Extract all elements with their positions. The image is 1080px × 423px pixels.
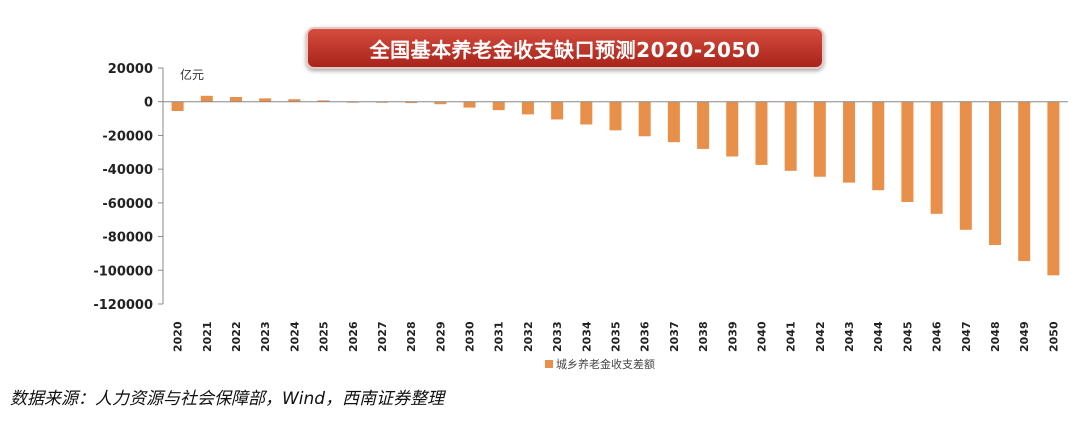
bar — [434, 101, 447, 105]
bar — [229, 96, 242, 102]
x-tick-label: 2045 — [901, 321, 914, 352]
bar — [638, 101, 651, 137]
x-tick-label: 2039 — [726, 321, 739, 352]
bar — [405, 101, 418, 104]
x-tick-label: 2021 — [201, 321, 214, 352]
x-tick-label: 2037 — [668, 321, 681, 352]
y-tick-label: -100000 — [93, 264, 153, 279]
x-tick-label: 2048 — [989, 321, 1002, 352]
bar — [784, 101, 797, 171]
x-tick-label: 2035 — [610, 321, 623, 352]
x-tick-label: 2026 — [347, 321, 360, 352]
bar — [959, 101, 972, 230]
bar — [521, 101, 534, 115]
x-tick-label: 2028 — [405, 321, 418, 352]
x-tick-label: 2022 — [230, 321, 243, 352]
x-tick-label: 2049 — [1018, 321, 1031, 352]
x-tick-label: 2024 — [288, 321, 301, 352]
bar — [580, 101, 593, 125]
x-tick-label: 2043 — [843, 321, 856, 352]
x-tick-label: 2046 — [931, 321, 944, 352]
bar — [726, 101, 739, 157]
bar — [989, 101, 1002, 245]
x-tick-label: 2027 — [376, 321, 389, 352]
y-tick-label: 20000 — [108, 62, 153, 77]
bar — [813, 101, 826, 177]
x-tick-label: 2020 — [172, 321, 185, 352]
y-tick-label: 0 — [144, 96, 153, 111]
y-tick-label: -40000 — [102, 163, 153, 178]
bar — [697, 101, 710, 149]
x-tick-label: 2029 — [434, 321, 447, 352]
x-tick-label: 2030 — [464, 321, 477, 352]
y-axis-unit-label: 亿元 — [180, 67, 204, 82]
y-tick-label: -80000 — [102, 231, 153, 246]
bar — [200, 95, 213, 102]
data-source-note: 数据来源：人力资源与社会保障部，Wind，西南证券整理 — [10, 389, 445, 409]
x-tick-label: 2036 — [639, 321, 652, 352]
bar — [492, 101, 505, 111]
bar — [667, 101, 680, 143]
y-tick-label: -60000 — [102, 197, 153, 212]
x-tick-label: 2025 — [318, 321, 331, 352]
bar — [1047, 101, 1060, 276]
bar — [872, 101, 885, 191]
x-tick-label: 2044 — [872, 321, 885, 352]
x-tick-label: 2032 — [522, 321, 535, 352]
y-axis: 20000 0 -20000 -40000 -60000 -80000 -100000 -12… — [93, 62, 164, 313]
bar — [843, 101, 856, 183]
bar — [171, 101, 184, 111]
x-tick-label: 2042 — [814, 321, 827, 352]
chart-title-banner: 全国基本养老金收支缺口预测2020-2050 — [306, 27, 824, 69]
x-tick-label: 2023 — [259, 321, 272, 352]
bar — [1018, 101, 1031, 262]
bar — [609, 101, 622, 131]
bars — [171, 95, 1060, 276]
x-tick-label: 2031 — [493, 321, 506, 352]
x-tick-label: 2041 — [785, 321, 798, 352]
y-tick-label: -20000 — [102, 129, 153, 144]
bar — [463, 101, 476, 108]
legend-label: 城乡养老金收支差额 — [556, 357, 655, 371]
legend-swatch — [545, 360, 553, 368]
x-tick-label: 2040 — [755, 321, 768, 352]
y-tick-label: -120000 — [93, 298, 153, 313]
legend: 城乡养老金收支差额 — [545, 357, 655, 371]
bar — [259, 98, 272, 102]
x-axis: 2020 2021 2022 2023 2024 2025 2026 2027 2028 2029… — [163, 101, 1068, 352]
x-tick-label: 2034 — [580, 321, 593, 352]
x-tick-label: 2050 — [1047, 321, 1060, 352]
bar — [551, 101, 564, 120]
x-tick-label: 2033 — [551, 321, 564, 352]
x-tick-label: 2047 — [960, 321, 973, 352]
bar — [288, 99, 301, 102]
bar — [755, 101, 768, 165]
bar — [930, 101, 943, 214]
x-tick-label: 2038 — [697, 321, 710, 352]
bar — [317, 100, 330, 102]
bar — [901, 101, 914, 203]
